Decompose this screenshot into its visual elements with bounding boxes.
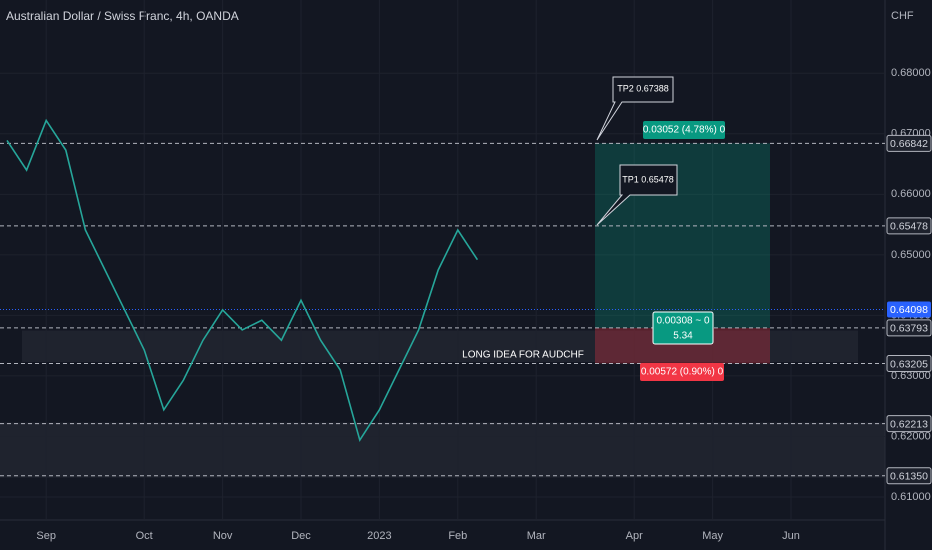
annotation: LONG IDEA FOR AUDCHF (462, 350, 584, 361)
x-tick-label: 2023 (367, 530, 391, 542)
y-tick-label: 0.63000 (891, 370, 931, 382)
current-price-label: 0.64098 (890, 304, 928, 316)
price-tag (886, 319, 932, 337)
target-badge (643, 121, 725, 139)
price-tag-label: 0.63793 (890, 323, 928, 335)
x-tick-label: Dec (291, 530, 311, 542)
price-tag-label: 0.62213 (890, 418, 928, 430)
price-tag-label: 0.61350 (890, 471, 928, 483)
x-tick-label: Feb (448, 530, 467, 542)
current-price-tag (887, 301, 931, 318)
target-badge-label: 0.03052 (4.78%) 0 (643, 125, 726, 136)
callout (596, 164, 678, 226)
callout (596, 76, 674, 141)
price-tag-label: 0.65478 (890, 221, 928, 233)
ratio-badge (652, 311, 714, 345)
price-tag (886, 134, 932, 152)
chart-title: Australian Dollar / Swiss Franc, 4h, OAN… (6, 9, 239, 23)
x-tick-label: Apr (626, 530, 643, 542)
y-tick-label: 0.65000 (891, 249, 931, 261)
price-line (6, 118, 479, 443)
x-tick-label: Nov (213, 530, 233, 542)
callout-label: TP2 0.67388 (617, 83, 669, 93)
y-tick-label: 0.66000 (891, 188, 931, 200)
zone (22, 330, 858, 363)
callout-label: TP1 0.65478 (622, 174, 674, 184)
price-tag (886, 217, 932, 235)
x-tick-label: May (702, 530, 723, 542)
price-tag (886, 467, 932, 485)
x-tick-label: Jun (782, 530, 800, 542)
ratio-label: 0.00308 ~ 0 (656, 316, 710, 327)
price-tag (886, 355, 932, 373)
y-tick-label: 0.62000 (891, 430, 931, 442)
price-tag (886, 415, 932, 433)
y-tick-label: 0.61000 (891, 491, 931, 503)
zone (0, 422, 885, 478)
ratio-label: 5.34 (673, 331, 693, 342)
x-tick-label: Sep (36, 530, 56, 542)
x-tick-label: Oct (136, 530, 153, 542)
price-tag-label: 0.63205 (890, 358, 928, 370)
stop-badge (640, 363, 724, 381)
x-tick-label: Mar (527, 530, 546, 542)
price-tag-label: 0.66842 (890, 138, 928, 150)
y-tick-label: 0.68000 (891, 67, 931, 79)
stop-badge-label: 0.00572 (0.90%) 0 (641, 367, 724, 378)
currency-label: CHF (891, 10, 914, 22)
